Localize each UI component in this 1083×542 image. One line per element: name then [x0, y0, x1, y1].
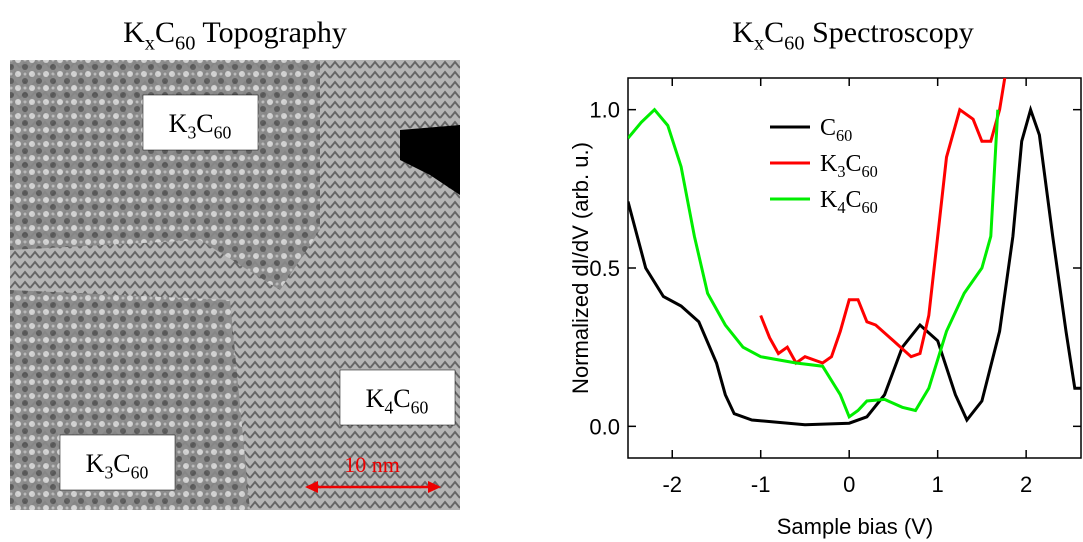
stm-image — [10, 60, 460, 510]
text-run: C — [846, 151, 862, 177]
text-run: K — [366, 384, 385, 413]
x-axis-label: Sample bias (V) — [777, 514, 934, 539]
text-run: Topography — [195, 16, 347, 49]
x-tick-label: 0 — [843, 472, 855, 497]
subscript: x — [754, 33, 764, 55]
subscript: 60 — [131, 463, 149, 483]
subscript: 60 — [862, 162, 878, 181]
text-run: K — [820, 187, 838, 213]
subscript: 4 — [384, 398, 393, 418]
legend-label: C60 — [820, 115, 852, 145]
text-run: K — [732, 16, 754, 49]
subscript: x — [145, 33, 155, 55]
y-axis-label: Normalized dI/dV (arb. u.) — [568, 142, 593, 394]
subscript: 60 — [175, 33, 195, 55]
region-label: K4C60 — [366, 384, 429, 418]
text-run: C — [155, 16, 175, 49]
text-run: C — [393, 384, 410, 413]
data-line — [628, 104, 1081, 427]
plot-frame — [627, 77, 1082, 459]
subscript: 60 — [836, 126, 852, 145]
x-tick-label: 2 — [1020, 472, 1032, 497]
text-run: Spectroscopy — [805, 16, 974, 49]
text-run: K — [820, 151, 838, 177]
text-run: C — [846, 187, 862, 213]
y-tick-label: 1.0 — [589, 98, 620, 123]
chart-title: KxC60 Spectroscopy — [732, 16, 973, 55]
legend-label: K4C60 — [820, 187, 878, 217]
subscript: 60 — [214, 123, 232, 143]
data-line — [628, 107, 1000, 420]
text-run: K — [86, 449, 105, 478]
text-run: C — [820, 115, 836, 141]
subscript: 4 — [837, 198, 845, 217]
subscript: 60 — [862, 198, 878, 217]
data-line — [759, 78, 1007, 366]
text-run: K — [123, 16, 145, 49]
x-tick-label: -1 — [751, 472, 771, 497]
subscript: 60 — [784, 33, 804, 55]
x-tick-label: -2 — [662, 472, 682, 497]
text-run: C — [196, 109, 213, 138]
legend-label: K3C60 — [820, 151, 878, 181]
region-label: K3C60 — [86, 449, 149, 483]
scale-bar-label: 10 nm — [344, 452, 400, 477]
text-run: C — [113, 449, 130, 478]
subscript: 60 — [411, 398, 429, 418]
x-tick-label: 1 — [932, 472, 944, 497]
region-label: K3C60 — [169, 109, 232, 143]
subscript: 3 — [187, 123, 196, 143]
subscript: 3 — [837, 162, 845, 181]
text-run: C — [764, 16, 784, 49]
plot-area — [628, 78, 1081, 427]
image-title: KxC60 Topography — [123, 16, 347, 55]
subscript: 3 — [104, 463, 113, 483]
y-tick-label: 0.5 — [589, 256, 620, 281]
text-run: K — [169, 109, 188, 138]
y-tick-label: 0.0 — [589, 414, 620, 439]
